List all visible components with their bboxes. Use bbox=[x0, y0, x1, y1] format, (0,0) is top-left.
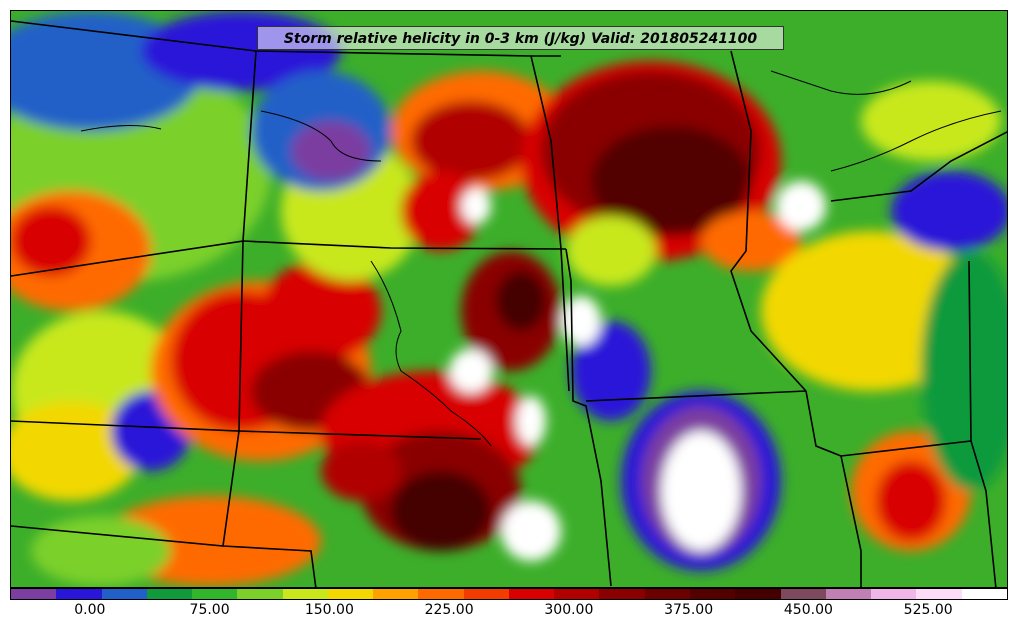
colorbar-tick-label: 75.00 bbox=[189, 602, 230, 618]
colorbar-tick-label: 150.00 bbox=[304, 602, 354, 618]
colorbar-segment bbox=[644, 589, 690, 599]
map-title: Storm relative helicity in 0-3 km (J/kg)… bbox=[257, 26, 784, 50]
colorbar-tick-label: 300.00 bbox=[544, 602, 594, 618]
colorbar-segment bbox=[101, 589, 147, 599]
colorbar bbox=[10, 588, 1008, 600]
colorbar-segment bbox=[56, 589, 102, 599]
colorbar-tick-label: 375.00 bbox=[664, 602, 714, 618]
colorbar-segment bbox=[735, 589, 781, 599]
colorbar-segment bbox=[192, 589, 238, 599]
colorbar-segment bbox=[282, 589, 328, 599]
colorbar-segment bbox=[237, 589, 283, 599]
colorbar-segment bbox=[689, 589, 736, 599]
helicity-field bbox=[11, 11, 1007, 587]
colorbar-segment bbox=[418, 589, 464, 599]
colorbar-ticks: 0.00 75.00 150.00 225.00 300.00 375.00 450.00 5… bbox=[10, 602, 1008, 626]
colorbar-segment bbox=[11, 589, 57, 599]
colorbar-segment bbox=[508, 589, 555, 599]
colorbar-tick-label: 525.00 bbox=[903, 602, 953, 618]
colorbar-segment bbox=[146, 589, 193, 599]
colorbar-segment bbox=[825, 589, 872, 599]
colorbar-tick-label: 450.00 bbox=[783, 602, 833, 618]
helicity-map: Storm relative helicity in 0-3 km (J/kg)… bbox=[10, 10, 1008, 588]
colorbar-segment bbox=[599, 589, 645, 599]
colorbar-segment bbox=[373, 589, 419, 599]
colorbar-segment bbox=[961, 589, 1007, 599]
colorbar-segment bbox=[871, 589, 917, 599]
colorbar-segment bbox=[327, 589, 374, 599]
colorbar-segment bbox=[916, 589, 962, 599]
colorbar-segment bbox=[780, 589, 826, 599]
colorbar-segment bbox=[554, 589, 600, 599]
colorbar-tick-label: 225.00 bbox=[424, 602, 474, 618]
colorbar-segment bbox=[463, 589, 509, 599]
colorbar-tick-label: 0.00 bbox=[74, 602, 106, 618]
